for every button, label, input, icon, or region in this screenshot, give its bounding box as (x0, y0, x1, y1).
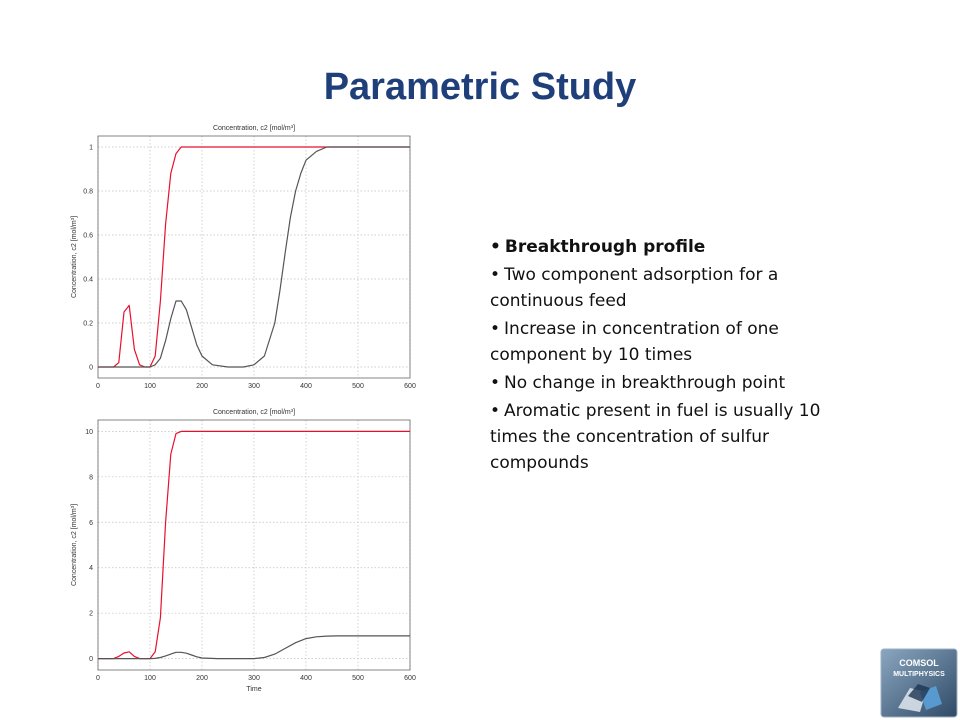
y-tick-label: 1 (89, 145, 93, 152)
y-axis-label: Concentration, c2 [mol/m³] (71, 504, 78, 586)
y-tick-label: 4 (89, 565, 93, 572)
series-line-red (98, 431, 410, 658)
x-tick-label: 300 (248, 675, 260, 682)
x-axis-label: Time (246, 686, 261, 693)
bullet-item: Two component adsorption for a continuou… (490, 262, 835, 314)
bullet-item: Increase in concentration of one compone… (490, 316, 835, 368)
chart-bottom-svg: Concentration, c2 [mol/m³]0 100 200 300 400 5… (58, 402, 428, 712)
x-tick-label: 0 (96, 383, 100, 390)
x-tick-label: 0 (96, 675, 100, 682)
x-tick-label: 500 (352, 675, 364, 682)
y-tick-label: 2 (89, 611, 93, 618)
chart-top: Concentration, c2 [mol/m³] 0 100 200 300 400 5… (58, 118, 428, 408)
x-tick-label: 400 (300, 383, 312, 390)
y-tick-label: 8 (89, 474, 93, 481)
bullet-list: Breakthrough profile Two component adsor… (490, 234, 835, 478)
x-tick-label: 100 (144, 383, 156, 390)
chart-top-svg: Concentration, c2 [mol/m³] 0 100 200 300 400 5… (58, 118, 428, 408)
x-tick-label: 300 (248, 383, 260, 390)
x-tick-label: 200 (196, 675, 208, 682)
chart-title: Concentration, c2 [mol/m³] (213, 125, 295, 132)
y-tick-label: 0.4 (83, 277, 93, 284)
y-tick-label: 0.2 (83, 321, 93, 328)
x-tick-label: 600 (404, 383, 416, 390)
series-line-red (98, 147, 410, 367)
y-tick-label: 10 (85, 429, 93, 436)
series-line-gray (98, 147, 410, 367)
plot-frame (98, 420, 410, 670)
bullet-item: No change in breakthrough point (490, 370, 835, 396)
y-tick-label: 0.8 (83, 189, 93, 196)
y-tick-label: 0.6 (83, 233, 93, 240)
y-tick-label: 0 (89, 365, 93, 372)
x-tick-label: 400 (300, 675, 312, 682)
bullet-item: Breakthrough profile (490, 234, 835, 260)
y-axis-label: Concentration, c2 [mol/m³] (71, 216, 78, 298)
chart-bottom: Concentration, c2 [mol/m³] 0 100 200 300 400 5… (58, 402, 428, 712)
y-tick-label: 6 (89, 520, 93, 527)
x-tick-label: 100 (144, 675, 156, 682)
comsol-logo: COMSOL MULTIPHYSICS (880, 648, 958, 718)
bullet-item: Aromatic present in fuel is usually 10 t… (490, 398, 835, 476)
x-tick-label: 200 (196, 383, 208, 390)
x-tick-label: 600 (404, 675, 416, 682)
logo-text-bottom: MULTIPHYSICS (893, 671, 945, 678)
x-tick-label: 500 (352, 383, 364, 390)
y-tick-label: 0 (89, 656, 93, 663)
slide-title: Parametric Study (0, 66, 960, 109)
logo-text-top: COMSOL (899, 658, 939, 668)
chart-title: Concentration, c2 [mol/m³] (213, 409, 295, 416)
